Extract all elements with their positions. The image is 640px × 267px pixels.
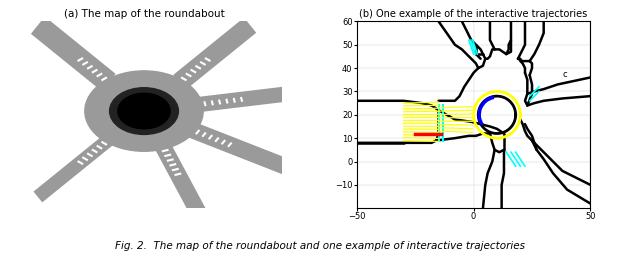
- Circle shape: [85, 71, 203, 151]
- Circle shape: [118, 93, 170, 129]
- Circle shape: [109, 88, 179, 135]
- Title: (a) The map of the roundabout: (a) The map of the roundabout: [63, 9, 225, 19]
- Text: c: c: [563, 70, 567, 79]
- Text: Fig. 2.  The map of the roundabout and one example of interactive trajectories: Fig. 2. The map of the roundabout and on…: [115, 241, 525, 251]
- Title: (b) One example of the interactive trajectories: (b) One example of the interactive traje…: [360, 9, 588, 19]
